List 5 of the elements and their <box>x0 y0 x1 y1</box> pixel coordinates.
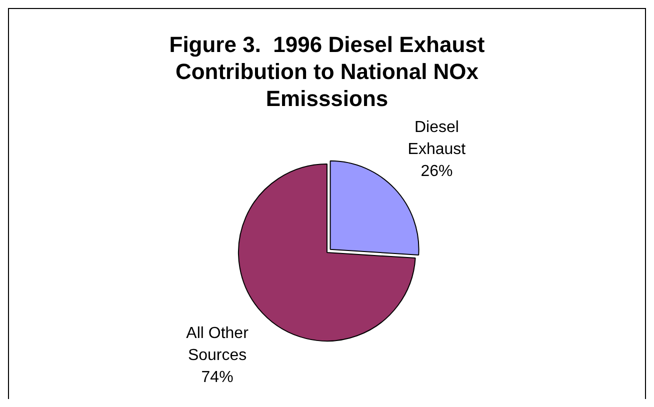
slice-label: All Other Sources <box>186 324 250 364</box>
data-label: 74% <box>201 368 234 386</box>
chart-title: Figure 3. 1996 Diesel Exhaust Contribution to National NOx Emisssions <box>168 31 486 112</box>
data-label: 26% <box>420 162 453 180</box>
slice-label: Diesel Exhaust <box>408 118 466 158</box>
